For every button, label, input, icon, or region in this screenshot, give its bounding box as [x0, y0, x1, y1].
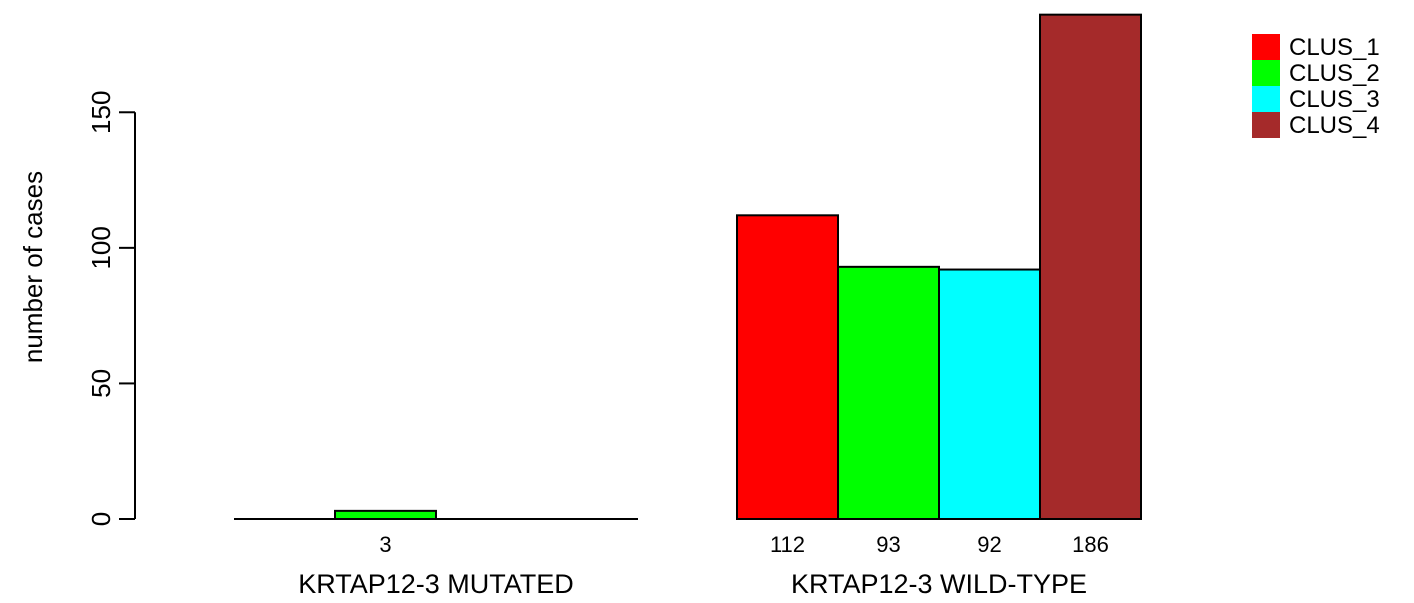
group-label: KRTAP12-3 WILD-TYPE	[791, 569, 1087, 599]
legend-label: CLUS_4	[1289, 112, 1380, 139]
legend-swatch	[1252, 112, 1280, 138]
bar-value-label: 112	[770, 532, 805, 557]
y-tick-label: 0	[86, 512, 116, 526]
legend-swatch	[1252, 86, 1280, 112]
y-tick-label: 100	[86, 226, 116, 269]
group-labels: KRTAP12-3 MUTATED KRTAP12-3 WILD-TYPE	[298, 569, 1087, 599]
bar-clus-3	[938, 268, 1041, 520]
y-axis: 0 50 100 150	[86, 91, 136, 526]
bars	[234, 13, 1142, 521]
legend-label: CLUS_2	[1289, 60, 1380, 87]
bar-clus-2	[334, 509, 437, 521]
y-tick-label: 150	[86, 91, 116, 134]
value-labels: 3 112 93 92 186	[379, 532, 1108, 557]
y-axis-label: number of cases	[18, 171, 48, 363]
bar-value-label: 186	[1072, 532, 1109, 557]
legend-swatch	[1252, 34, 1280, 60]
legend-swatch	[1252, 60, 1280, 86]
bar-clus-1	[736, 214, 839, 520]
group-label: KRTAP12-3 MUTATED	[298, 569, 574, 599]
y-tick-label: 50	[86, 369, 116, 398]
legend-label: CLUS_1	[1289, 34, 1380, 61]
bar-clus-4	[1039, 13, 1142, 520]
bar-value-label: 93	[876, 532, 900, 557]
bar-clus-2	[837, 265, 940, 520]
legend-label: CLUS_3	[1289, 86, 1380, 113]
bar-value-label: 3	[379, 532, 391, 557]
bar-value-label: 92	[977, 532, 1001, 557]
